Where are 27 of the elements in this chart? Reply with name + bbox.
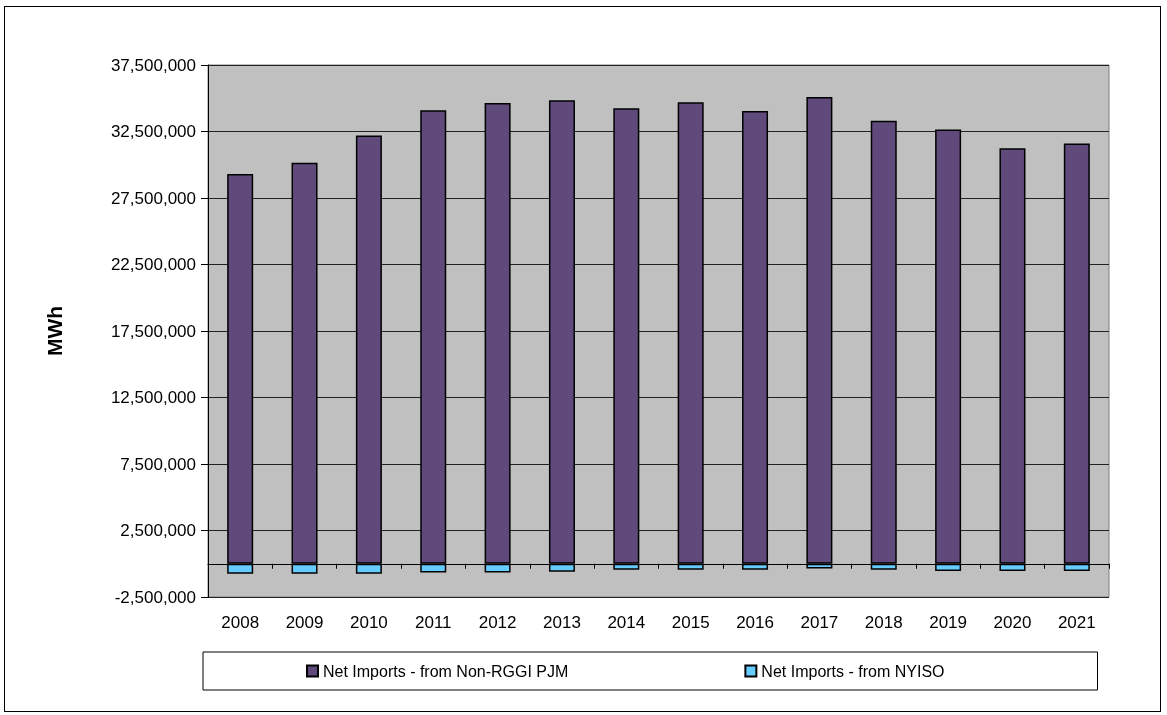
y-tick-label: 12,500,000	[110, 388, 196, 407]
legend-label: Net Imports - from NYISO	[761, 662, 945, 680]
x-tick-label: 2008	[221, 613, 260, 632]
y-tick-label: -2,500,000	[114, 587, 196, 607]
legend-label: Net Imports - from Non-RGGI PJM	[323, 662, 569, 680]
x-tick-label: 2016	[736, 613, 774, 632]
y-tick-label: 37,500,000	[110, 55, 196, 75]
x-tick-label: 2014	[607, 613, 646, 632]
bar	[806, 96, 833, 564]
x-tick-label: 2020	[993, 613, 1032, 632]
y-axis-title: MWh	[43, 305, 66, 357]
x-tick-label: 2011	[414, 613, 452, 632]
y-tick-label: 22,500,000	[110, 255, 196, 274]
x-tick-label: 2019	[929, 613, 968, 632]
x-tick-label: 2012	[478, 613, 517, 632]
x-tick-label: 2015	[671, 613, 710, 632]
y-tick-label: 27,500,000	[110, 188, 196, 208]
x-tick-label: 2013	[543, 613, 581, 632]
x-tick-label: 2021	[1057, 613, 1096, 632]
x-tick-label: 2018	[864, 613, 903, 632]
y-tick-label: 2,500,000	[120, 521, 196, 540]
y-tick-label: 7,500,000	[120, 454, 196, 474]
x-tick-label: 2010	[349, 613, 388, 632]
x-tick-label: 2009	[285, 613, 324, 632]
y-tick-label: 17,500,000	[110, 321, 196, 341]
x-tick-label: 2017	[800, 613, 839, 632]
y-tick-label: 32,500,000	[110, 122, 196, 141]
